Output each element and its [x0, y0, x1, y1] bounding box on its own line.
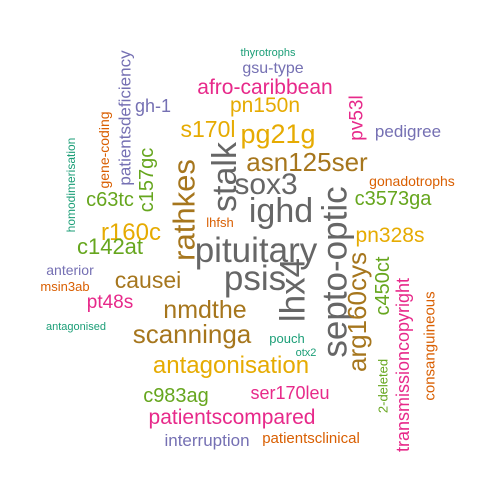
word-pedigree: pedigree [375, 122, 441, 141]
word-homodimerisation: homodimerisation [64, 138, 78, 233]
word-septo-optic: septo-optic [316, 186, 355, 357]
word-patientsclinical: patientsclinical [262, 430, 360, 447]
word-otx2: otx2 [296, 347, 317, 359]
word-thyrotrophs: thyrotrophs [240, 47, 296, 59]
word-pt48s: pt48s [87, 292, 133, 313]
word-s170l: s170l [181, 116, 236, 142]
word-gene-coding: gene-coding [96, 111, 112, 188]
word-gh-1: gh-1 [135, 96, 171, 116]
word-stalk: stalk [206, 141, 244, 212]
word-nmdthe: nmdthe [163, 296, 246, 324]
word-scanninga: scanninga [133, 319, 252, 349]
word-causei: causei [115, 267, 181, 293]
word-ighd: ighd [249, 192, 313, 230]
word-afro-caribbean: afro-caribbean [197, 76, 332, 99]
word-pouch: pouch [269, 331, 304, 346]
word-pg21g: pg21g [240, 119, 315, 149]
word-c157gc: c157gc [136, 148, 158, 213]
word-c3573ga: c3573ga [355, 188, 433, 210]
word-psis: psis [224, 259, 286, 298]
word-pituitary: pituitary [195, 231, 318, 270]
word-antagonised: antagonised [46, 321, 106, 333]
word-asn125ser: asn125ser [246, 147, 368, 177]
word-c142at: c142at [77, 234, 143, 259]
word-pn328s: pn328s [356, 224, 425, 247]
word-anterior: anterior [46, 262, 94, 278]
word-consanguineous: consanguineous [422, 291, 439, 400]
word-patientscompared: patientscompared [149, 406, 316, 429]
word-sox3: sox3 [234, 168, 297, 201]
word-c63tc: c63tc [86, 189, 134, 211]
word-lhfsh: lhfsh [206, 215, 233, 230]
word-rathkes: rathkes [167, 159, 202, 261]
word-patientsdeficiency: patientsdeficiency [116, 50, 135, 186]
word-ser170leu: ser170leu [250, 383, 329, 403]
word-msin3ab: msin3ab [40, 279, 89, 294]
word-r160c: r160c [101, 219, 161, 246]
word-pn150n: pn150n [230, 94, 300, 117]
word-transmissioncopyright: transmissioncopyright [393, 278, 413, 452]
word-2-deleted: 2-deleted [376, 359, 391, 413]
word-interruption: interruption [164, 431, 249, 450]
word-antagonisation: antagonisation [153, 352, 309, 379]
word-c983ag: c983ag [143, 385, 209, 407]
word-pv53l: pv53l [347, 95, 368, 140]
word-c450ct: c450ct [372, 256, 394, 315]
word-arg160cys: arg160cys [342, 252, 372, 372]
word-gonadotrophs: gonadotrophs [369, 173, 455, 189]
word-gsu-type: gsu-type [242, 60, 303, 77]
word-lhx4: lhx4 [274, 258, 313, 322]
